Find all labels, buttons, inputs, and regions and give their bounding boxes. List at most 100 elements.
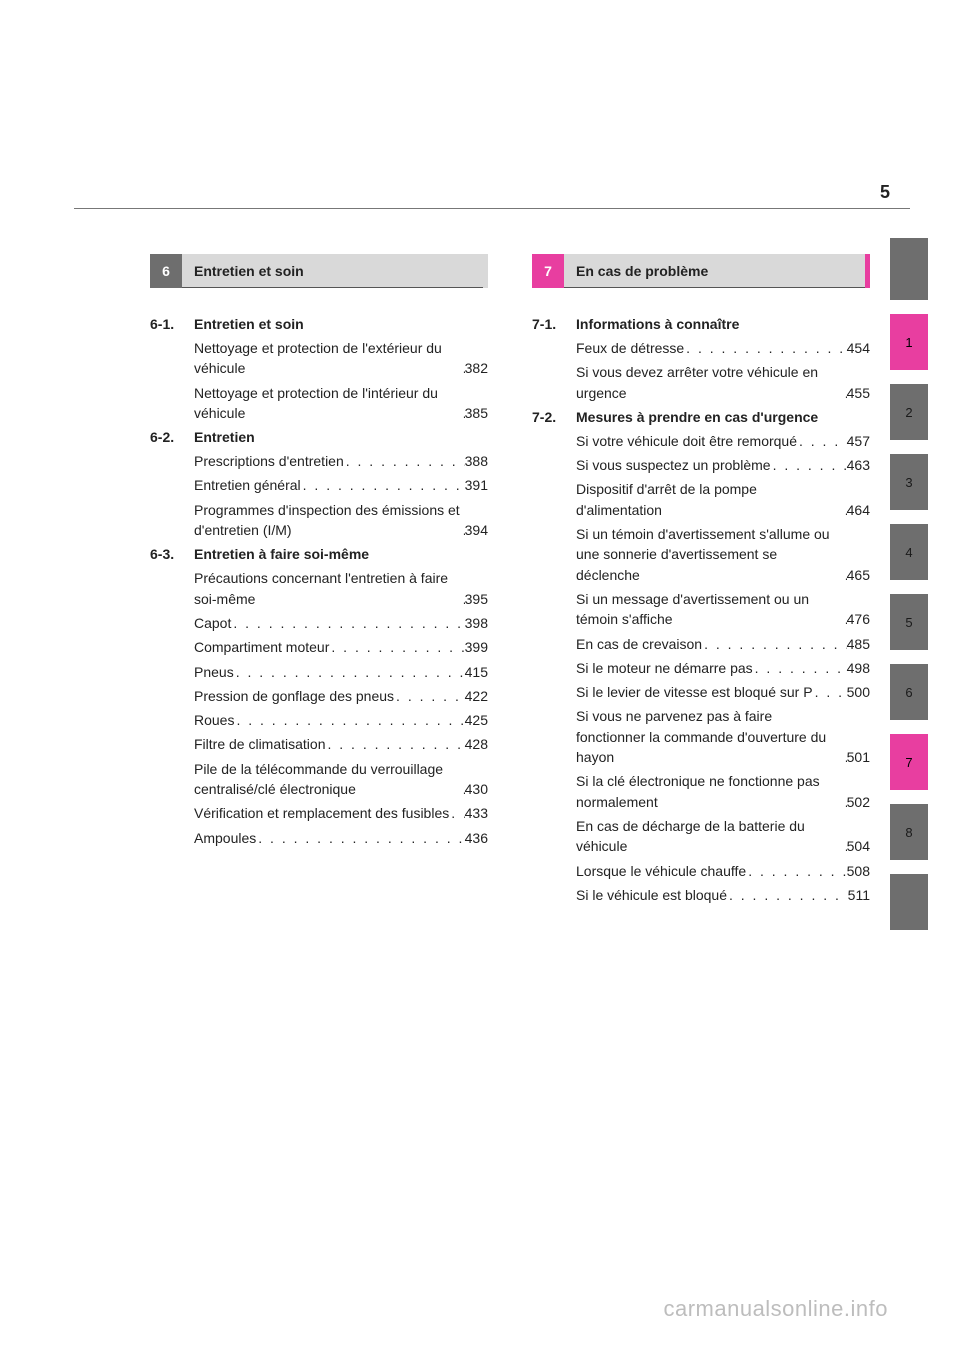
toc-entry-page: 464 [847, 500, 870, 520]
side-tab[interactable]: 8 [890, 804, 928, 860]
toc-entry-label: Ampoules [194, 828, 256, 848]
side-tab[interactable]: 6 [890, 664, 928, 720]
toc-entry: Compartiment moteur . . . . . . . . . . … [150, 637, 488, 657]
toc-entry: Feux de détresse . . . . . . . . . . . .… [532, 338, 870, 358]
toc-entry-label: Si votre véhicule doit être remorqué [576, 431, 797, 451]
toc-entry: Dispositif d'arrêt de la pompe d'aliment… [532, 479, 870, 520]
toc-entry-page: 398 [465, 613, 488, 633]
toc-entry-label: Si la clé électronique ne fonctionne pas… [576, 771, 843, 812]
section-num: 6-1. [150, 316, 194, 332]
side-tab[interactable]: 7 [890, 734, 928, 790]
section-num: 6-2. [150, 429, 194, 445]
chapter6-accent [483, 254, 488, 288]
toc-entry-page: 382 [465, 358, 488, 378]
toc-entry: Si la clé électronique ne fonctionne pas… [532, 771, 870, 812]
toc-entry-label: Capot [194, 613, 231, 633]
toc-entry-label: Nettoyage et protection de l'extérieur d… [194, 338, 461, 379]
toc-entry: Si vous suspectez un problème . . . . . … [532, 455, 870, 475]
chapter6-num: 6 [150, 254, 182, 288]
chapter7-head: 7 En cas de problème [532, 254, 870, 288]
section-heading: Entretien à faire soi-même [194, 546, 488, 562]
chapter6-body: 6-1.Entretien et soin Nettoyage et protec… [150, 316, 488, 848]
toc-entry-page: 394 [465, 520, 488, 540]
toc-entry: En cas de crevaison . . . . . . . . . . … [532, 634, 870, 654]
section-num: 7-1. [532, 316, 576, 332]
toc-entry-leader: . . . . . . . . . . . . . . . . . . . . … [797, 431, 847, 451]
section-heading: Informations à connaître [576, 316, 870, 332]
side-tab[interactable]: 4 [890, 524, 928, 580]
toc-entry-label: Si vous suspectez un problème [576, 455, 771, 475]
section-heading: Entretien et soin [194, 316, 488, 332]
toc-entry-leader: . . . . . . . . . . . . . . . . . . . . … [746, 861, 846, 881]
toc-entry-label: Si vous ne parvenez pas à faire fonction… [576, 706, 843, 767]
toc-entry-leader: . . . . . . . . . . . . . . . . . . . . … [753, 658, 847, 678]
toc-entry-page: 465 [847, 565, 870, 585]
col-left: 6 Entretien et soin 6-1.Entretien et soi… [150, 254, 488, 909]
toc-entry-label: Si vous devez arrêter votre véhicule en … [576, 362, 843, 403]
col-right: 7 En cas de problème 7-1.Informations à … [532, 254, 870, 909]
toc-entry-leader: . . . . . . . . . . . . . . . . . . . . … [256, 828, 464, 848]
toc-entry: Filtre de climatisation . . . . . . . . … [150, 734, 488, 754]
toc-entry: Si vous ne parvenez pas à faire fonction… [532, 706, 870, 767]
toc-entry-label: Précautions concernant l'entretien à fai… [194, 568, 461, 609]
toc-entry-label: Si un message d'avertissement ou un témo… [576, 589, 843, 630]
toc-entry-label: Si le levier de vitesse est bloqué sur P [576, 682, 813, 702]
toc-entry-leader: . . . . . . . . . . . . . . . . . . . . … [326, 734, 465, 754]
toc-entry-label: Roues [194, 710, 234, 730]
toc-entry: Pression de gonflage des pneus . . . . .… [150, 686, 488, 706]
toc-entry-leader: . . . . . . . . . . . . . . . . . . . . … [329, 637, 464, 657]
toc-entry: Lorsque le véhicule chauffe . . . . . . … [532, 861, 870, 881]
toc-entry: Si vous devez arrêter votre véhicule en … [532, 362, 870, 403]
toc-entry: Pile de la télécommande du verrouillage … [150, 759, 488, 800]
toc-entry: Si le véhicule est bloqué . . . . . . . … [532, 885, 870, 905]
toc-entry-page: 457 [847, 431, 870, 451]
section-title: 6-1.Entretien et soin [150, 316, 488, 332]
side-tab[interactable] [890, 874, 928, 930]
side-tab[interactable]: 3 [890, 454, 928, 510]
toc-entry: Programmes d'inspection des émissions et… [150, 500, 488, 541]
toc-entry-label: Si un témoin d'avertissement s'allume ou… [576, 524, 843, 585]
toc-entry-label: En cas de crevaison [576, 634, 702, 654]
section-title: 7-2.Mesures à prendre en cas d'urgence [532, 409, 870, 425]
toc-entry-page: 463 [847, 455, 870, 475]
side-tab[interactable]: 2 [890, 384, 928, 440]
toc-entry-page: 388 [465, 451, 488, 471]
toc-entry-leader: . . . . . . . . . . . . . . . . . . . . … [344, 451, 465, 471]
chapter7-title: En cas de problème [564, 254, 865, 288]
toc-entry-label: Pression de gonflage des pneus [194, 686, 394, 706]
section-title: 6-3.Entretien à faire soi-même [150, 546, 488, 562]
toc-entry-label: Pile de la télécommande du verrouillage … [194, 759, 461, 800]
toc-entry: Si un message d'avertissement ou un témo… [532, 589, 870, 630]
toc-entry-page: 485 [847, 634, 870, 654]
toc-entry-page: 454 [847, 338, 870, 358]
side-tab[interactable]: 5 [890, 594, 928, 650]
toc-entry-label: Programmes d'inspection des émissions et… [194, 500, 461, 541]
toc-entry-label: Entretien général [194, 475, 301, 495]
toc-entry-label: En cas de décharge de la batterie du véh… [576, 816, 843, 857]
toc-entry-page: 422 [465, 686, 488, 706]
toc-entry-page: 415 [465, 662, 488, 682]
toc-entry: Ampoules . . . . . . . . . . . . . . . .… [150, 828, 488, 848]
toc-entry-label: Lorsque le véhicule chauffe [576, 861, 746, 881]
page-content: 6 Entretien et soin 6-1.Entretien et soi… [150, 182, 910, 909]
side-tab[interactable]: 1 [890, 314, 928, 370]
toc-entry-label: Feux de détresse [576, 338, 684, 358]
toc-entry: Entretien général . . . . . . . . . . . … [150, 475, 488, 495]
side-tab[interactable] [890, 238, 928, 300]
section-title: 6-2.Entretien [150, 429, 488, 445]
toc-entry-leader: . . . . . . . . . . . . . . . . . . . . … [771, 455, 847, 475]
toc-entry-page: 433 [465, 803, 488, 823]
toc-entry-page: 511 [848, 885, 870, 905]
toc-entry: Pneus . . . . . . . . . . . . . . . . . … [150, 662, 488, 682]
section-title: 7-1.Informations à connaître [532, 316, 870, 332]
toc-entry-label: Vérification et remplacement des fusible… [194, 803, 449, 823]
toc-entry-leader: . . . . . . . . . . . . . . . . . . . . … [727, 885, 848, 905]
toc-entry: Si un témoin d'avertissement s'allume ou… [532, 524, 870, 585]
toc-entry: Capot . . . . . . . . . . . . . . . . . … [150, 613, 488, 633]
toc-entry-page: 399 [465, 637, 488, 657]
toc-entry: Nettoyage et protection de l'extérieur d… [150, 338, 488, 379]
toc-entry-page: 502 [847, 792, 870, 812]
toc-entry-page: 391 [465, 475, 488, 495]
toc-entry-page: 385 [465, 403, 488, 423]
toc-entry-label: Si le moteur ne démarre pas [576, 658, 753, 678]
